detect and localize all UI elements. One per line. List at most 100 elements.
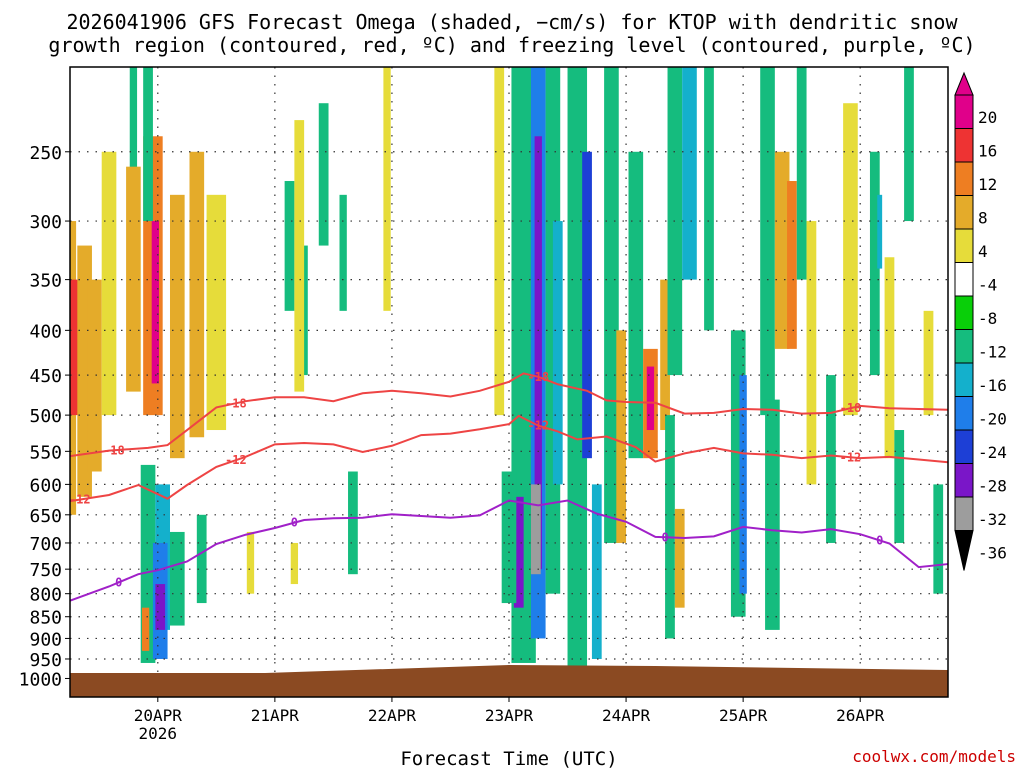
y-tick-label: 600: [29, 475, 62, 496]
colorbar-tick-label: -36: [978, 544, 1007, 563]
omega-cell: [704, 67, 714, 331]
omega-cell: [169, 194, 185, 459]
colorbar-swatch: [954, 128, 974, 163]
omega-cell: [806, 221, 817, 485]
contour-line: [69, 414, 949, 503]
omega-cell: [760, 67, 775, 416]
omega-cell: [294, 120, 305, 392]
y-tick-label: 900: [29, 629, 62, 650]
y-tick-label: 450: [29, 366, 62, 387]
omega-cell: [567, 67, 588, 667]
omega-cell: [155, 584, 166, 630]
omega-cell: [494, 67, 505, 416]
contour-label: -18: [527, 370, 549, 384]
colorbar-tick-label: -28: [978, 477, 1007, 496]
x-tick-label: 24APR: [602, 706, 651, 725]
colorbar-bottom-arrow: [954, 530, 974, 571]
colorbar-swatch: [954, 195, 974, 230]
contour-label: 0: [661, 530, 668, 544]
omega-cell: [530, 484, 541, 575]
omega-cell: [843, 103, 858, 416]
contour-label: -12: [225, 453, 247, 467]
colorbar-tick-label: -4: [978, 276, 997, 295]
colorbar-swatch: [954, 94, 974, 129]
omega-cell: [894, 430, 905, 543]
x-tick-label: 26APR: [836, 706, 885, 725]
contour-label: -18: [840, 401, 862, 415]
contour-minus-18C: -18 -18 -18 -18: [69, 370, 949, 458]
colorbar-tick-label: -20: [978, 410, 1007, 429]
y-tick-label: 750: [29, 560, 62, 581]
omega-cell: [616, 330, 627, 543]
omega-cell: [682, 67, 697, 280]
omega-cell: [70, 279, 80, 416]
omega-cell: [582, 151, 592, 459]
omega-cell: [246, 531, 255, 594]
x-tick-label: 25APR: [719, 706, 768, 725]
omega-cell: [604, 67, 619, 543]
contour-0C: 0 0 0 0: [69, 499, 949, 602]
contour-label: -12: [527, 419, 549, 433]
colorbar-tick-label: -32: [978, 510, 1007, 529]
omega-cell: [126, 166, 141, 392]
omega-cell: [787, 181, 797, 349]
credit-text: coolwx.com/models: [852, 747, 1016, 766]
omega-cell: [796, 67, 807, 280]
colorbar-tick-label: 8: [978, 209, 988, 228]
colorbar-swatch: [954, 463, 974, 498]
omega-shading: [70, 67, 944, 667]
omega-cell: [826, 375, 836, 543]
omega-cell: [196, 514, 207, 604]
colorbar-tick-label: -16: [978, 376, 1007, 395]
omega-cell: [674, 508, 685, 608]
omega-cell: [534, 136, 542, 570]
omega-cell: [774, 151, 790, 349]
colorbar-swatch: [954, 161, 974, 196]
omega-cell: [660, 279, 670, 431]
y-tick-label: 250: [29, 143, 62, 164]
colorbar-tick-label: 16: [978, 142, 997, 161]
x-axis-label: Forecast Time (UTC): [400, 748, 617, 768]
contour-minus-12C: -12 -12 -12 -12: [69, 414, 949, 507]
colorbar-tick-label: -12: [978, 343, 1007, 362]
contour-label: -12: [840, 450, 862, 464]
omega-cell: [284, 181, 295, 311]
omega-cell: [665, 415, 675, 639]
omega-cell: [628, 151, 644, 459]
colorbar-tick-label: 12: [978, 175, 997, 194]
omega-cell: [765, 399, 780, 630]
y-tick-label: 300: [29, 212, 62, 233]
omega-cell: [501, 471, 517, 604]
omega-cell: [300, 245, 308, 376]
contour-label: 0: [291, 516, 298, 530]
colorbar-top-arrow: [954, 71, 974, 96]
omega-cell: [552, 221, 563, 485]
chart-title-line-1: 2026041906 GFS Forecast Omega (shaded, −…: [66, 10, 958, 34]
omega-cell: [101, 151, 117, 416]
x-tick-label: 20APR: [134, 706, 183, 725]
y-tick-label: 800: [29, 585, 62, 606]
colorbar: 20 16 12 8 4 -4 -8 -12 -16 -20 -24 -28 -32 -36: [954, 71, 1007, 571]
colorbar-swatch: [954, 429, 974, 464]
contour-label: -18: [103, 443, 125, 457]
colorbar-tick-label: 4: [978, 242, 988, 261]
contour-line: [69, 372, 949, 458]
omega-cell: [383, 67, 391, 311]
omega-cell: [206, 194, 227, 431]
y-tick-label: 400: [29, 321, 62, 342]
colorbar-swatch: [954, 396, 974, 431]
colorbar-swatch: [954, 496, 974, 531]
omega-cell: [87, 279, 102, 472]
y-tick-label: 550: [29, 442, 62, 463]
colorbar-tick-label: 20: [978, 108, 997, 127]
y-tick-label: 700: [29, 534, 62, 555]
y-tick-label: 1000: [19, 669, 62, 690]
colorbar-tick-label: -24: [978, 443, 1007, 462]
omega-cell: [151, 221, 160, 384]
contour-line: [69, 499, 949, 602]
ground-surface: [70, 665, 948, 697]
colorbar-tick-label: -8: [978, 309, 997, 328]
omega-cell: [348, 471, 358, 575]
surface: [70, 665, 948, 697]
